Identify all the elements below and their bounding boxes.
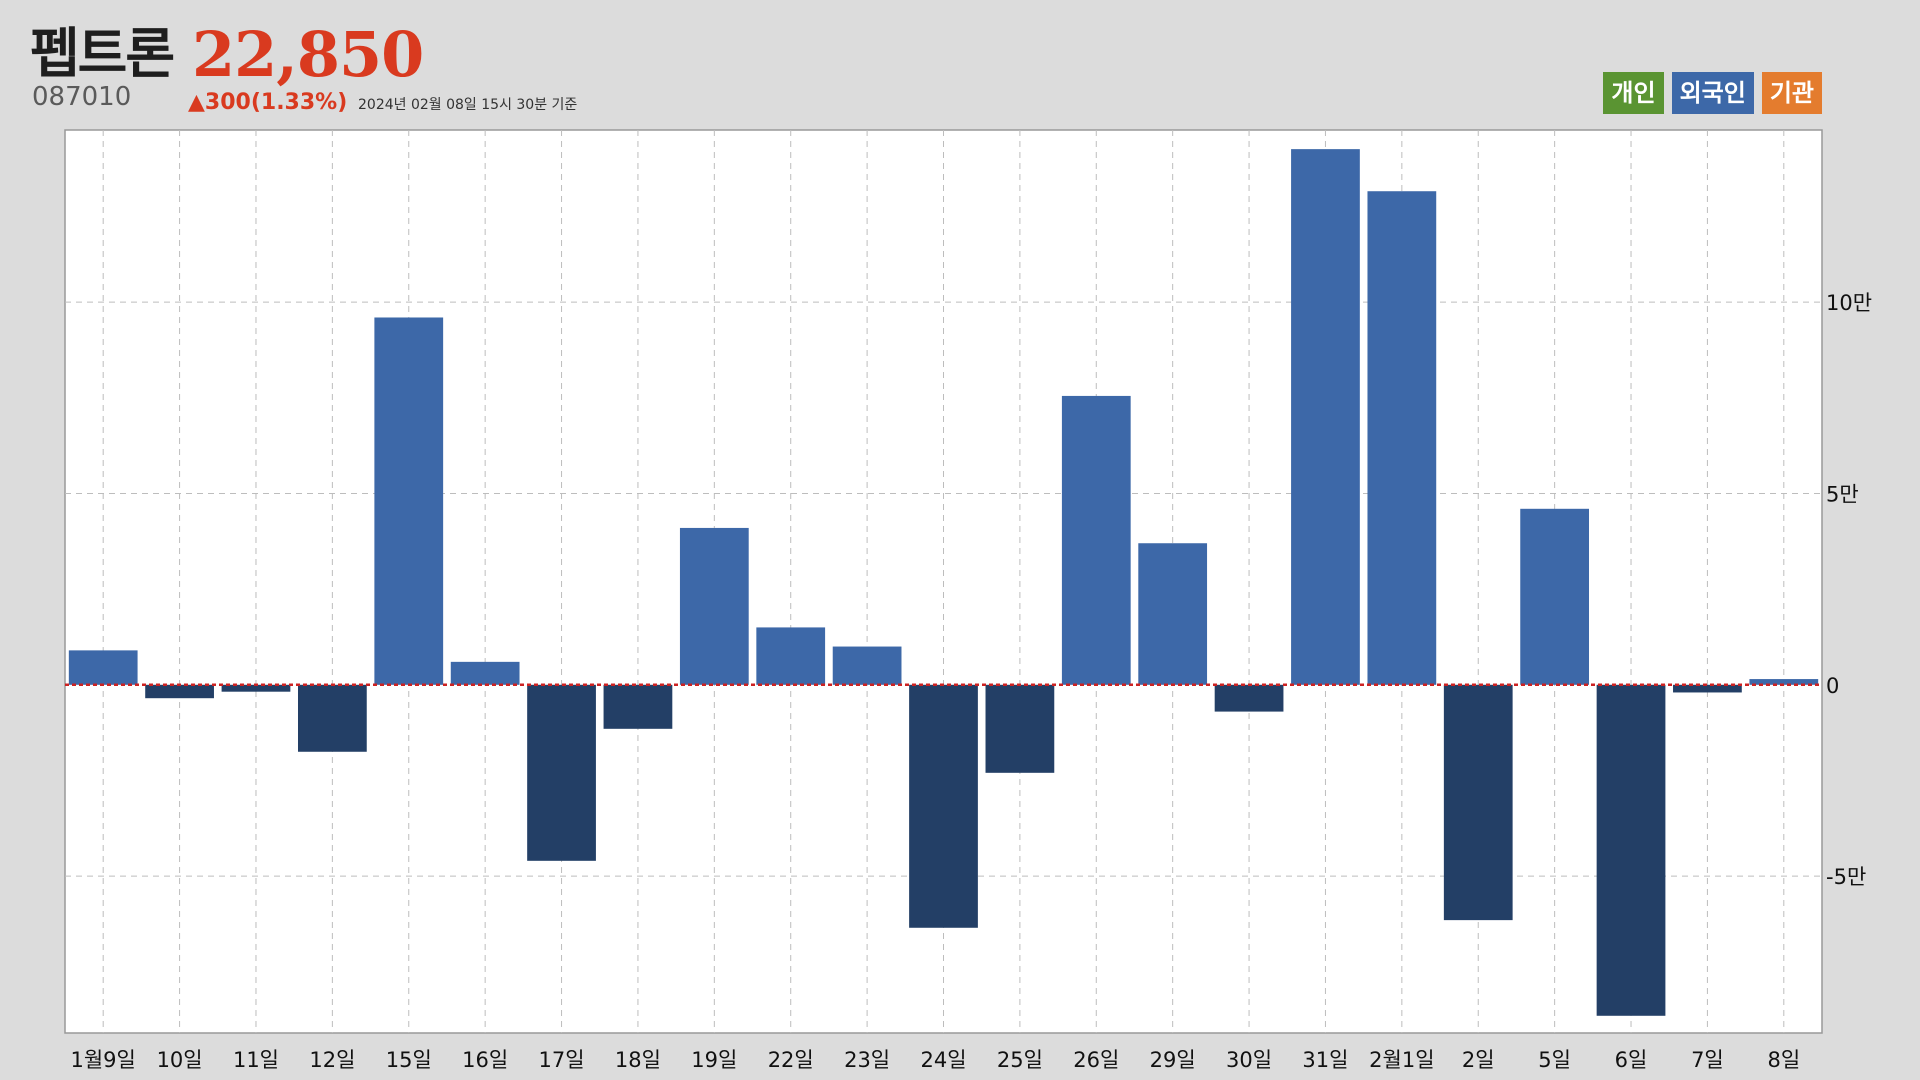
bar <box>1443 684 1513 921</box>
bar <box>1291 149 1360 685</box>
x-tick-label: 24일 <box>920 1048 966 1072</box>
x-tick-label: 2월1일 <box>1369 1048 1434 1072</box>
x-tick-label: 1월9일 <box>71 1048 136 1072</box>
bar <box>1596 684 1666 1016</box>
x-tick-label: 7일 <box>1691 1048 1724 1072</box>
x-tick-label: 19일 <box>691 1048 737 1072</box>
legend-individual[interactable]: 개인 <box>1603 72 1664 114</box>
legend-institution[interactable]: 기관 <box>1761 72 1822 114</box>
bar <box>145 684 214 699</box>
x-tick-label: 23일 <box>844 1048 890 1072</box>
x-tick-label: 17일 <box>539 1048 585 1072</box>
legend-foreign[interactable]: 외국인 <box>1671 72 1754 114</box>
x-tick-label: 26일 <box>1073 1048 1119 1072</box>
bar <box>450 661 520 685</box>
bar <box>1061 395 1131 685</box>
bar <box>221 684 291 692</box>
x-tick-label: 16일 <box>462 1048 508 1072</box>
x-tick-label: 31일 <box>1302 1048 1348 1072</box>
legend: 개인 외국인 기관 <box>1603 72 1822 114</box>
x-tick-label: 25일 <box>997 1048 1043 1072</box>
timestamp: 2024년 02월 08일 15시 30분 기준 <box>358 97 578 113</box>
price-change: ▲300(1.33%) <box>188 90 348 115</box>
x-tick-label: 11일 <box>233 1048 279 1072</box>
bar <box>985 684 1055 773</box>
x-tick-label: 2일 <box>1462 1048 1495 1072</box>
bar <box>527 684 596 861</box>
bar <box>756 627 826 685</box>
y-tick-label: -5만 <box>1826 865 1866 889</box>
x-tick-label: 10일 <box>157 1048 203 1072</box>
bar <box>1138 543 1208 685</box>
bar <box>374 317 444 685</box>
x-tick-label: 18일 <box>615 1048 661 1072</box>
bar <box>1214 684 1284 712</box>
x-axis: 1월9일 10일 11일 12일 15일 16일 17일 18일 19일 22일 23일 24일 25일… <box>71 1048 1801 1072</box>
bar <box>297 684 367 752</box>
x-tick-label: 12일 <box>309 1048 355 1072</box>
bar <box>68 650 138 685</box>
bar <box>1367 191 1437 685</box>
bar <box>603 684 673 729</box>
bar <box>1749 679 1819 685</box>
stock-price: 22,850 <box>192 18 424 91</box>
stock-name: 펩트론 <box>30 22 175 85</box>
y-tick-label: 10만 <box>1826 291 1872 315</box>
x-tick-label: 30일 <box>1226 1048 1272 1072</box>
x-tick-label: 5일 <box>1538 1048 1571 1072</box>
stock-code: 087010 <box>32 82 132 112</box>
x-tick-label: 6일 <box>1615 1048 1648 1072</box>
y-tick-label: 0 <box>1826 674 1839 698</box>
bar <box>1520 508 1590 685</box>
bar <box>679 527 749 685</box>
x-tick-label: 8일 <box>1767 1048 1800 1072</box>
y-tick-label: 5만 <box>1826 482 1859 506</box>
bars <box>68 149 1819 1016</box>
x-tick-label: 15일 <box>386 1048 432 1072</box>
bar <box>1673 684 1742 693</box>
bar <box>832 646 902 685</box>
bar <box>909 684 978 928</box>
y-axis: 10만 5만 0 -5만 <box>1826 291 1872 889</box>
x-tick-label: 22일 <box>768 1048 814 1072</box>
x-tick-label: 29일 <box>1150 1048 1196 1072</box>
